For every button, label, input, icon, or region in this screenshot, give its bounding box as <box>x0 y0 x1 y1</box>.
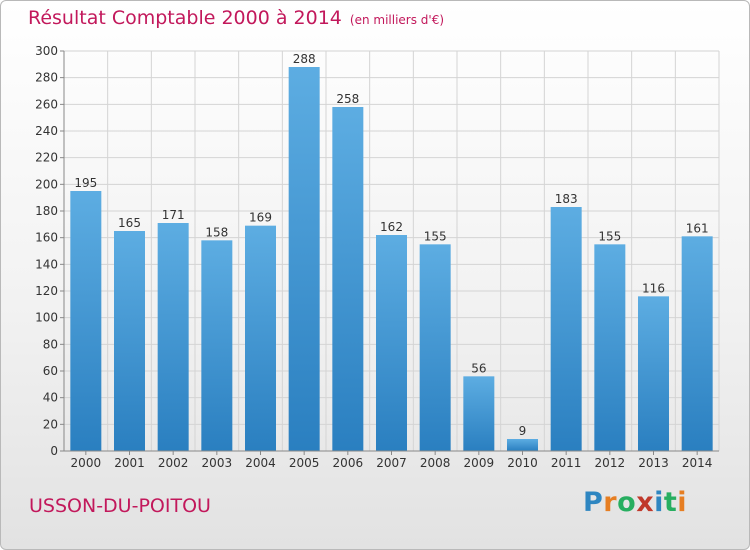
x-tick-label: 2012 <box>595 456 626 470</box>
y-tick-label: 0 <box>50 444 58 458</box>
unit-note: (en milliers d'€) <box>349 13 445 27</box>
bar-2014 <box>681 236 713 451</box>
x-tick-label: 2002 <box>158 456 189 470</box>
data-label: 56 <box>471 361 486 375</box>
y-tick-label: 160 <box>35 231 58 245</box>
data-label: 258 <box>336 92 359 106</box>
logo-letter: P <box>583 487 604 518</box>
y-tick-label: 80 <box>43 337 58 351</box>
axes: 0 20 40 60 80 100 120 140 160 180 200 220 240 260 280 3… <box>35 44 719 470</box>
bar-2002 <box>157 223 189 451</box>
bars <box>70 67 713 451</box>
y-tick-label: 280 <box>35 71 58 85</box>
data-label: 155 <box>424 229 447 243</box>
data-label: 165 <box>118 216 141 230</box>
bar-2011 <box>550 207 582 451</box>
data-label: 171 <box>162 208 185 222</box>
y-tick-label: 300 <box>35 44 58 58</box>
bar-2000 <box>70 191 102 451</box>
y-tick-label: 120 <box>35 284 58 298</box>
x-tick-label: 2005 <box>289 456 320 470</box>
data-label: 161 <box>686 221 709 235</box>
x-tick-label: 2013 <box>638 456 669 470</box>
bar-2006 <box>332 107 364 451</box>
y-tick-label: 200 <box>35 177 58 191</box>
y-tick-label: 180 <box>35 204 58 218</box>
x-tick-label: 2004 <box>245 456 276 470</box>
data-label: 183 <box>555 192 578 206</box>
data-label: 116 <box>642 281 665 295</box>
y-tick-label: 40 <box>43 391 58 405</box>
x-tick-label: 2003 <box>202 456 233 470</box>
x-tick-label: 2011 <box>551 456 582 470</box>
bar-2007 <box>376 235 407 451</box>
bar-2005 <box>288 67 320 451</box>
data-label: 288 <box>293 52 316 66</box>
y-tick-label: 240 <box>35 124 58 138</box>
data-labels: 195 165 171 158 169 288 258 162 155 56 9 183 155 116 1… <box>74 52 708 438</box>
x-tick-label: 2001 <box>114 456 145 470</box>
logo-letter: i <box>654 487 664 518</box>
y-tick-label: 20 <box>43 417 58 431</box>
data-label: 155 <box>598 229 621 243</box>
y-tick-label: 260 <box>35 97 58 111</box>
title-text: Résultat Comptable 2000 à 2014 <box>28 7 342 29</box>
data-label: 158 <box>205 225 228 239</box>
y-tick-label: 140 <box>35 257 58 271</box>
chart-title: Résultat Comptable 2000 à 2014 (en millie… <box>28 7 444 29</box>
proxiti-logo: Proxiti <box>583 487 687 518</box>
bar-2013 <box>638 296 669 451</box>
x-tick-label: 2000 <box>71 456 102 470</box>
data-label: 162 <box>380 220 403 234</box>
bar-2009 <box>463 376 495 451</box>
logo-letter: r <box>603 487 618 518</box>
x-tick-label: 2014 <box>682 456 713 470</box>
data-label: 9 <box>519 424 527 438</box>
y-tick-label: 220 <box>35 151 58 165</box>
logo-letter: o <box>617 487 637 518</box>
logo-letter: x <box>636 487 655 518</box>
x-tick-label: 2009 <box>464 456 495 470</box>
x-tick-label: 2010 <box>507 456 538 470</box>
x-tick-label: 2006 <box>333 456 364 470</box>
data-label: 195 <box>74 176 97 190</box>
bar-2008 <box>419 244 451 451</box>
bar-2010 <box>507 439 538 451</box>
x-tick-label: 2007 <box>376 456 407 470</box>
y-tick-label: 60 <box>43 364 58 378</box>
bar-2001 <box>114 231 145 451</box>
y-tick-label: 100 <box>35 311 58 325</box>
logo-letter: i <box>677 487 688 518</box>
bar-2012 <box>594 244 626 451</box>
commune-name: USSON-DU-POITOU <box>29 495 211 517</box>
data-label: 169 <box>249 211 272 225</box>
bar-2004 <box>245 225 276 451</box>
logo-letter: t <box>663 487 678 518</box>
x-tick-label: 2008 <box>420 456 451 470</box>
bar-2003 <box>201 240 233 451</box>
